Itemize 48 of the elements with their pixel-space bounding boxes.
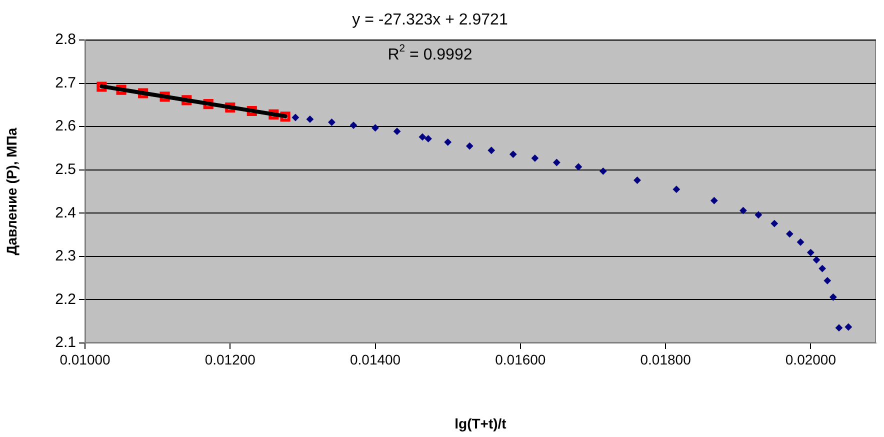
point (835, 324, 842, 332)
point (830, 294, 837, 301)
point (634, 176, 641, 184)
point (292, 114, 299, 121)
point (418, 133, 426, 140)
point (824, 277, 831, 284)
point (328, 118, 336, 126)
y-tick-label: 2.6 (55, 118, 76, 135)
x-tick-label: 0.01800 (640, 351, 692, 368)
y-tick-label: 2.4 (55, 204, 76, 222)
x-tick-label: 0.01400 (350, 351, 401, 368)
y-tick-label: 2.8 (55, 31, 76, 48)
x-tick-label: 0.01200 (204, 351, 256, 368)
point (812, 256, 820, 264)
point (350, 122, 358, 129)
point (306, 116, 314, 123)
point (844, 323, 852, 330)
y-tick-label: 2.5 (55, 161, 76, 178)
y-tick-label: 2.1 (55, 334, 76, 352)
text: y = -27.323x + 2.9721 (352, 11, 508, 28)
point (710, 197, 718, 204)
x-tick-label: 0.02000 (785, 351, 836, 368)
point (672, 186, 680, 193)
point (466, 142, 474, 150)
point (488, 146, 495, 154)
point (444, 138, 452, 146)
point (797, 238, 804, 246)
point (510, 150, 517, 158)
point (553, 159, 560, 166)
point (754, 211, 762, 218)
point (600, 168, 607, 175)
point (574, 163, 582, 170)
point (786, 230, 794, 238)
x-tick-label: 0.01600 (495, 351, 546, 368)
y-tick-label: 2.7 (55, 74, 76, 92)
y-tick-label: 2.2 (55, 290, 76, 308)
point (531, 154, 538, 162)
point (740, 207, 747, 214)
point (372, 124, 379, 132)
y-axis-title: Давление (Р), МПа (3, 128, 20, 256)
point (770, 220, 778, 228)
point (807, 249, 814, 256)
point (818, 265, 826, 272)
x-axis-title: lg(T+t)/t (454, 415, 507, 432)
point (424, 135, 432, 142)
x-tick-label: 0.01000 (60, 351, 111, 368)
y-tick-label: 2.3 (55, 248, 76, 265)
point (394, 128, 401, 135)
